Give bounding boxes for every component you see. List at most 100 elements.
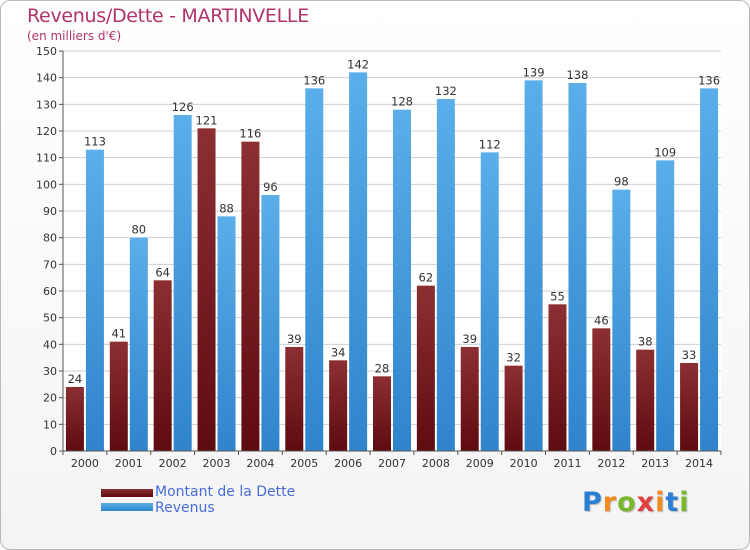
x-tick-label: 2013 [641,457,669,470]
bar-debt [592,328,611,451]
y-tick-label: 110 [36,152,57,165]
data-label: 64 [155,265,170,279]
proxiti-logo: Proxiti [582,487,690,518]
bar-revenus [217,216,236,451]
data-label: 139 [523,65,545,79]
y-tick-label: 90 [43,205,57,218]
bar-debt [241,141,260,451]
data-label: 28 [375,361,390,375]
bar-debt [680,363,699,451]
bar-debt [636,349,655,451]
x-tick-label: 2006 [334,457,362,470]
bar-revenus [349,72,368,451]
x-tick-label: 2007 [378,457,406,470]
data-label: 142 [347,57,369,71]
chart-title: Revenus/Dette - MARTINVELLE [27,5,309,27]
legend-swatch-debt [101,489,153,497]
x-tick-label: 2009 [466,457,494,470]
bar-revenus [436,99,455,451]
data-label: 24 [68,372,83,386]
y-tick-label: 70 [43,258,57,271]
x-tick-label: 2010 [510,457,538,470]
bar-revenus [480,152,499,452]
data-label: 112 [479,137,501,151]
data-label: 126 [172,100,194,114]
data-label: 98 [614,175,629,189]
data-label: 38 [638,335,653,349]
data-label: 39 [462,332,477,346]
data-label: 138 [566,68,588,82]
bar-revenus [524,80,543,451]
x-tick-label: 2012 [597,457,625,470]
y-tick-label: 140 [36,72,57,85]
bar-revenus [568,83,587,451]
data-label: 121 [196,113,218,127]
y-tick-label: 20 [43,392,57,405]
bar-debt [329,360,348,451]
x-tick-label: 2014 [685,457,713,470]
data-label: 80 [131,223,146,237]
data-label: 32 [506,351,521,365]
data-label: 116 [239,127,261,141]
data-label: 55 [550,289,565,303]
y-tick-label: 150 [36,45,57,58]
y-tick-label: 10 [43,418,57,431]
x-tick-label: 2001 [115,457,143,470]
legend-swatch-revenus [101,503,153,511]
bar-revenus [261,195,280,451]
data-label: 136 [303,73,325,87]
data-label: 109 [654,145,676,159]
data-label: 96 [263,180,278,194]
bar-debt [285,347,304,451]
y-tick-label: 30 [43,365,57,378]
y-tick-label: 130 [36,98,57,111]
bar-revenus [85,149,104,451]
legend-label-debt: Montant de la Dette [155,484,296,500]
y-tick-label: 60 [43,285,57,298]
bar-revenus [612,189,631,451]
bar-debt [65,387,84,451]
data-label: 39 [287,332,302,346]
bar-debt [504,365,523,451]
bar-debt [416,285,435,451]
bar-revenus [393,109,411,452]
data-label: 132 [435,84,457,98]
y-tick-label: 80 [43,232,57,245]
data-label: 33 [682,348,697,362]
data-label: 136 [698,73,720,87]
x-tick-label: 2005 [290,457,318,470]
x-tick-label: 2002 [159,457,187,470]
y-tick-label: 40 [43,338,57,351]
bar-revenus [129,237,148,451]
bar-revenus [656,160,675,452]
data-label: 62 [419,271,434,285]
data-label: 46 [594,313,609,327]
data-label: 41 [111,327,126,341]
x-tick-label: 2011 [553,457,581,470]
y-tick-label: 100 [36,178,57,191]
bar-debt [109,341,128,451]
y-tick-label: 120 [36,125,57,138]
bar-revenus [173,115,192,451]
bar-revenus [700,88,719,451]
y-tick-label: 0 [50,445,57,458]
x-tick-label: 2004 [246,457,274,470]
bar-debt [153,280,172,451]
legend-label-revenus: Revenus [155,500,215,516]
bar-revenus [305,88,324,451]
bar-debt [460,347,479,451]
bar-debt [548,304,567,451]
x-tick-label: 2008 [422,457,450,470]
bar-debt [197,128,216,451]
data-label: 88 [219,201,234,215]
chart-subtitle: (en milliers d'€) [27,29,122,43]
data-label: 128 [391,95,413,109]
data-label: 113 [84,135,106,149]
plot-area [63,51,721,451]
x-tick-label: 2000 [71,457,99,470]
x-tick-label: 2003 [203,457,231,470]
bar-debt [373,376,391,451]
data-label: 34 [331,345,346,359]
